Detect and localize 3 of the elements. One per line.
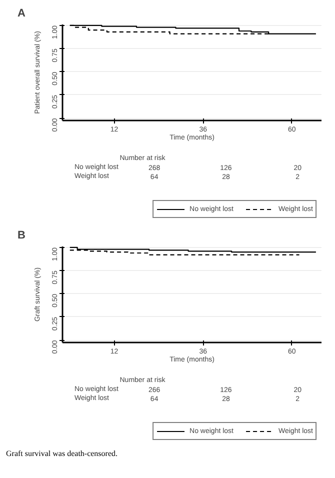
text: Graft survival was death-censored. xyxy=(6,448,118,460)
chart-title: A xyxy=(18,8,26,20)
chart-title: B xyxy=(18,230,26,242)
